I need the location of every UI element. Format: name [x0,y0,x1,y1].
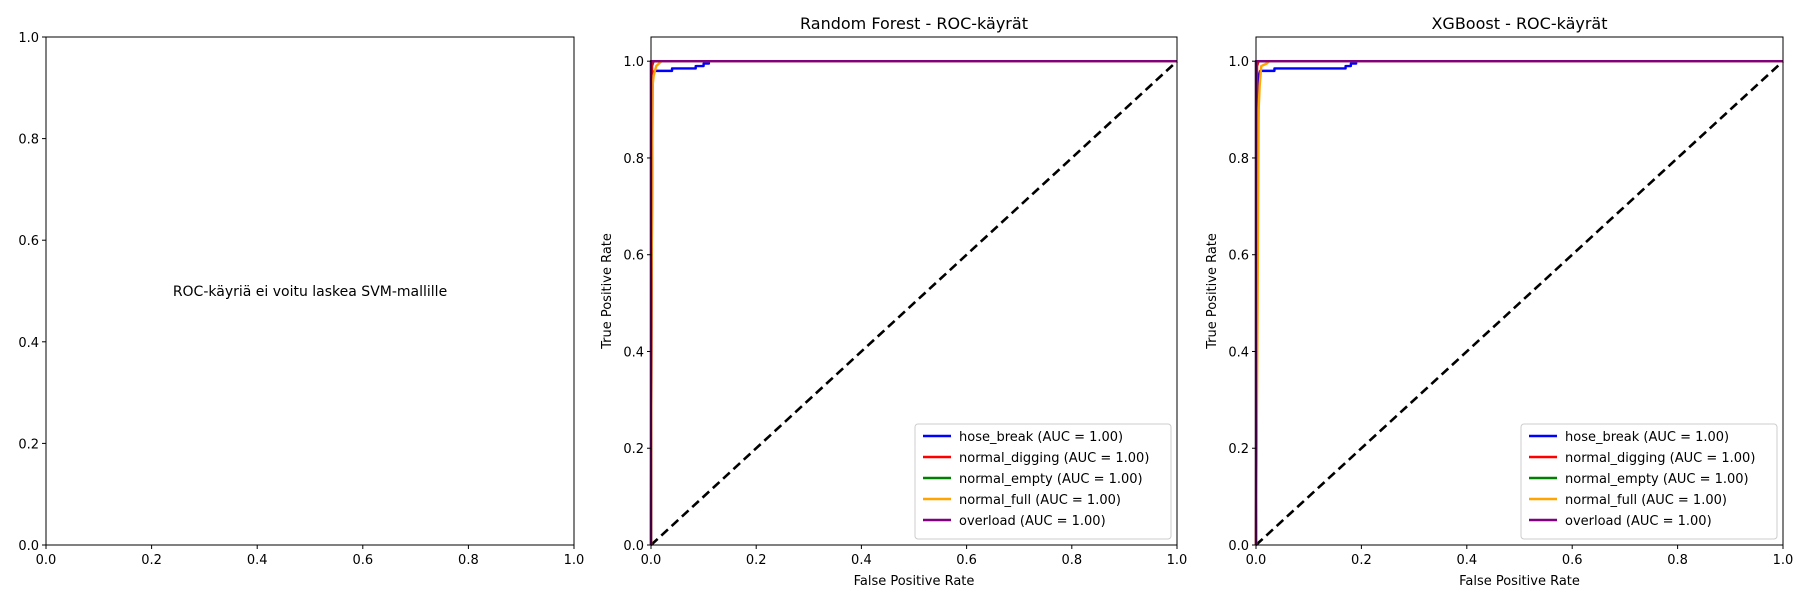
legend: hose_break (AUC = 1.00) normal_digging (A… [1520,423,1778,540]
x-axis-label: False Positive Rate [854,574,975,589]
chart-title: Random Forest - ROC-käyrät [800,14,1028,33]
x-tick-label: 0.6 [956,553,977,568]
y-tick-label: 1.0 [1228,55,1249,70]
x-tick-label: 0.2 [746,553,767,568]
svm-roc-panel: 0.0 0.2 0.4 0.6 0.8 1.0 0.0 0.2 0.4 0.6 0.8 1.0 ROC-… [18,31,584,568]
x-tick-label: 0.8 [1667,553,1688,568]
x-tick-label: 1.0 [1167,553,1188,568]
legend-entry: normal_digging (AUC = 1.00) [959,451,1149,466]
y-tick-label: 0.2 [18,437,39,452]
x-tick-label: 0.2 [1351,553,1372,568]
x-tick-label: 0.4 [1456,553,1477,568]
axes-frame [650,36,1178,546]
x-tick-label: 0.4 [851,553,872,568]
x-tick-label: 0.6 [1562,553,1583,568]
y-tick-label: 0.8 [623,152,644,167]
x-axis-label: False Positive Rate [1459,574,1580,589]
y-tick-label: 0.2 [1228,442,1249,457]
y-tick-label: 0.8 [18,133,39,148]
y-tick-label: 0.0 [18,539,39,554]
random-forest-roc-panel: 0.0 0.2 0.4 0.6 0.8 1.0 0.0 0.2 0.4 0.6 0.8 1.0 Rand… [600,14,1187,589]
x-tick-label: 0.8 [458,553,479,568]
axes-frame [1255,36,1784,546]
y-tick-label: 0.6 [18,234,39,249]
roc-curve-hose_break [1254,59,1783,546]
y-tick-label: 0.4 [1228,345,1249,360]
y-tick-label: 1.0 [623,55,644,70]
xgboost-roc-panel: 0.0 0.2 0.4 0.6 0.8 1.0 0.0 0.2 0.4 0.6 0.8 1.0 XGBo… [1205,14,1793,589]
x-tick-label: 0.0 [1246,553,1267,568]
x-tick-label: 0.0 [641,553,662,568]
x-tick-label: 1.0 [564,553,585,568]
y-tick-label: 0.6 [623,249,644,264]
legend-entry: overload (AUC = 1.00) [959,514,1106,529]
y-tick-label: 0.0 [623,539,644,554]
legend-entry: normal_empty (AUC = 1.00) [959,472,1143,487]
legend-entry: normal_empty (AUC = 1.00) [1565,472,1749,487]
x-tick-label: 0.2 [141,553,162,568]
y-tick-label: 0.4 [18,336,39,351]
x-tick-label: 1.0 [1773,553,1794,568]
legend-entry: normal_digging (AUC = 1.00) [1565,451,1755,466]
legend-box [914,423,1172,540]
legend-box [1520,423,1778,540]
legend-entry: normal_full (AUC = 1.00) [959,493,1121,508]
y-tick-label: 0.6 [1228,249,1249,264]
y-axis-label: True Positive Rate [1205,233,1220,350]
x-tick-label: 0.6 [352,553,373,568]
x-tick-label: 0.4 [247,553,268,568]
y-axis-label: True Positive Rate [600,233,615,350]
legend-entry: hose_break (AUC = 1.00) [959,430,1123,445]
no-roc-message: ROC-käyriä ei voitu laskea SVM-mallille [173,284,447,300]
legend: hose_break (AUC = 1.00) normal_digging (A… [914,423,1172,540]
x-tick-label: 0.0 [36,553,57,568]
y-tick-label: 0.0 [1228,539,1249,554]
y-tick-label: 0.2 [623,442,644,457]
axes-frame [45,36,575,546]
reference-diagonal-line [1255,60,1784,546]
y-tick-label: 0.4 [623,345,644,360]
reference-diagonal-line [650,60,1178,546]
y-tick-label: 1.0 [18,31,39,46]
legend-entry: overload (AUC = 1.00) [1565,514,1712,529]
chart-title: XGBoost - ROC-käyrät [1431,14,1607,33]
legend-entry: hose_break (AUC = 1.00) [1565,430,1729,445]
legend-entry: normal_full (AUC = 1.00) [1565,493,1727,508]
x-tick-label: 0.8 [1061,553,1082,568]
y-tick-label: 0.8 [1228,152,1249,167]
